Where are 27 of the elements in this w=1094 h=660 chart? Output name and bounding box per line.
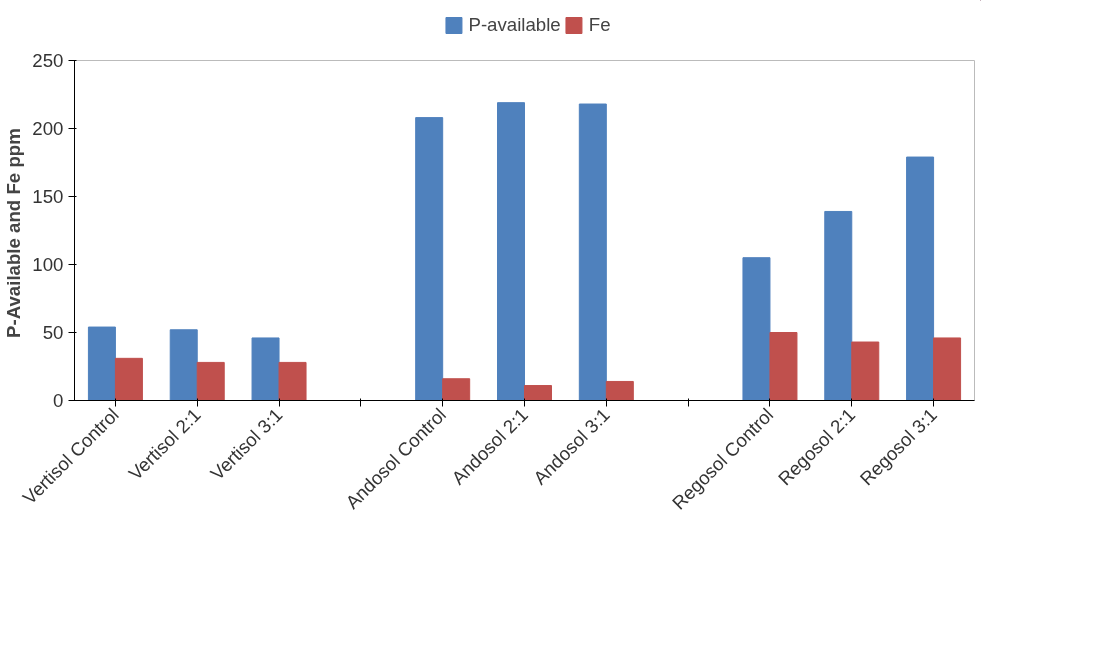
bar <box>605 380 634 401</box>
bar <box>933 337 962 401</box>
y-tick-label: 100 <box>32 254 64 275</box>
bar <box>824 210 853 401</box>
y-tick-label: 50 <box>42 322 64 343</box>
bar <box>278 361 307 401</box>
bar <box>578 103 607 401</box>
bar <box>442 378 471 401</box>
y-tick-label: 0 <box>53 390 64 411</box>
bar <box>114 357 143 401</box>
bar <box>851 341 880 401</box>
y-tick-label: 250 <box>32 50 64 71</box>
bar <box>169 329 198 401</box>
bar <box>906 156 935 401</box>
bar <box>497 102 525 401</box>
legend-label: Fe <box>588 14 611 36</box>
bar <box>87 326 116 401</box>
bar <box>196 361 225 401</box>
y-tick-label: 200 <box>32 118 64 139</box>
bar <box>415 117 444 401</box>
bar <box>524 385 552 401</box>
bar <box>251 337 280 401</box>
legend-label: P-available <box>468 14 561 36</box>
y-tick-label: 150 <box>32 186 64 207</box>
bar <box>769 332 798 401</box>
bar <box>742 257 771 401</box>
y-axis-title: P-Available and Fe ppm <box>3 128 25 338</box>
